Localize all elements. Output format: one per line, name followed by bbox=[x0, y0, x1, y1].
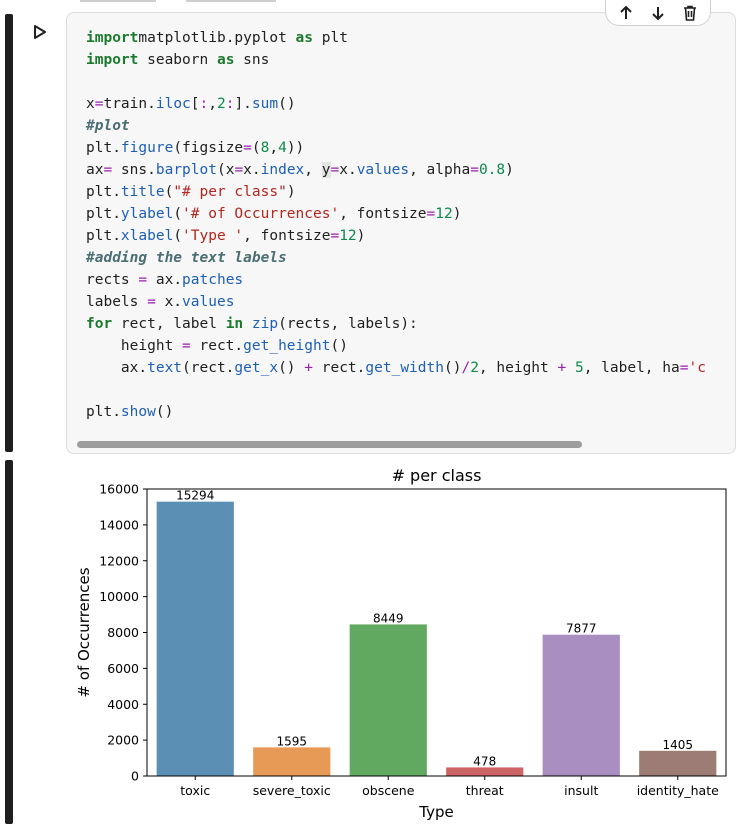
bar-severe_toxic bbox=[253, 747, 331, 776]
play-icon bbox=[34, 25, 46, 39]
code-line: ax.text(rect.get_x() + rect.get_width()/… bbox=[86, 360, 706, 376]
code-line: import seaborn as sns bbox=[86, 52, 270, 68]
y-tick-label: 0 bbox=[131, 769, 139, 784]
bar-obscene bbox=[349, 624, 427, 776]
plot-frame bbox=[146, 488, 727, 777]
delete-cell-button[interactable] bbox=[678, 2, 702, 24]
trash-icon bbox=[684, 5, 696, 21]
y-axis-label: # of Occurrences bbox=[75, 567, 93, 697]
x-tick-label: toxic bbox=[180, 783, 210, 798]
top-tab-edge-1 bbox=[80, 0, 156, 2]
x-axis-label: Type bbox=[418, 803, 453, 821]
y-tick-label: 6000 bbox=[107, 661, 139, 676]
code-line: for rect, label in zip(rects, labels): bbox=[86, 316, 418, 332]
horizontal-scrollbar[interactable] bbox=[77, 441, 722, 449]
bar-threat bbox=[446, 767, 524, 776]
bar-data-label: 1405 bbox=[662, 738, 693, 752]
code-line: plt.title("# per class") bbox=[86, 184, 296, 200]
x-tick-label: obscene bbox=[362, 783, 415, 798]
code-line: plt.show() bbox=[86, 404, 174, 420]
cell-focus-bar-output bbox=[5, 460, 13, 824]
move-cell-down-button[interactable] bbox=[646, 2, 670, 24]
code-line: labels = x.values bbox=[86, 294, 235, 310]
y-tick-label: 14000 bbox=[99, 517, 139, 532]
x-tick-label: threat bbox=[466, 783, 504, 798]
bar-insult bbox=[542, 634, 620, 776]
code-line: #plot bbox=[86, 118, 130, 134]
bar-data-label: 1595 bbox=[276, 734, 307, 748]
code-line: plt.xlabel('Type ', fontsize=12) bbox=[86, 228, 366, 244]
code-cell[interactable]: importmatplotlib.pyplot as plt import sea… bbox=[66, 12, 736, 454]
y-tick-label: 10000 bbox=[99, 589, 139, 604]
bar-data-label: 8449 bbox=[373, 611, 404, 625]
bar-data-label: 15294 bbox=[176, 489, 214, 503]
arrow-down-icon bbox=[652, 6, 664, 20]
code-line: plt.figure(figsize=(8,4)) bbox=[86, 140, 305, 156]
code-line: ax= sns.barplot(x=x.index, y=x.values, a… bbox=[86, 162, 514, 178]
bar-identity_hate bbox=[639, 750, 717, 776]
code-line: plt.ylabel('# of Occurrences', fontsize=… bbox=[86, 206, 462, 222]
chart-title: # per class bbox=[392, 466, 482, 485]
cell-output-chart: # per class 15294 toxic 1595 severe_toxic 844… bbox=[0, 460, 746, 824]
code-line: importmatplotlib.pyplot as plt bbox=[86, 30, 348, 46]
y-tick-label: 2000 bbox=[107, 733, 139, 748]
y-tick-label: 12000 bbox=[99, 553, 139, 568]
bar-data-label: 478 bbox=[473, 754, 496, 768]
code-line bbox=[86, 71, 706, 93]
y-tick-label: 8000 bbox=[107, 625, 139, 640]
x-tick-label: identity_hate bbox=[637, 783, 719, 798]
bar-data-label: 7877 bbox=[566, 622, 597, 636]
code-line: x=train.iloc[:,2:].sum() bbox=[86, 96, 296, 112]
code-line: height = rect.get_height() bbox=[86, 338, 348, 354]
move-cell-up-button[interactable] bbox=[614, 2, 638, 24]
bar-toxic bbox=[156, 501, 234, 776]
code-line: #adding the text labels bbox=[86, 250, 287, 266]
cell-toolbar bbox=[605, 0, 711, 26]
code-line: rects = ax.patches bbox=[86, 272, 244, 288]
x-tick-label: severe_toxic bbox=[253, 783, 331, 798]
x-tick-label: insult bbox=[564, 783, 598, 798]
scrollbar-thumb[interactable] bbox=[77, 441, 582, 448]
run-cell-button[interactable] bbox=[30, 22, 50, 42]
cell-focus-bar-code bbox=[5, 14, 13, 452]
top-tab-edge-2 bbox=[186, 0, 276, 2]
bar-chart: # per class 15294 toxic 1595 severe_toxic 844… bbox=[75, 466, 727, 821]
arrow-up-icon bbox=[620, 5, 632, 19]
y-tick-label: 16000 bbox=[99, 482, 139, 497]
code-line bbox=[86, 379, 706, 401]
y-tick-label: 4000 bbox=[107, 697, 139, 712]
code-editor[interactable]: importmatplotlib.pyplot as plt import sea… bbox=[86, 27, 706, 423]
